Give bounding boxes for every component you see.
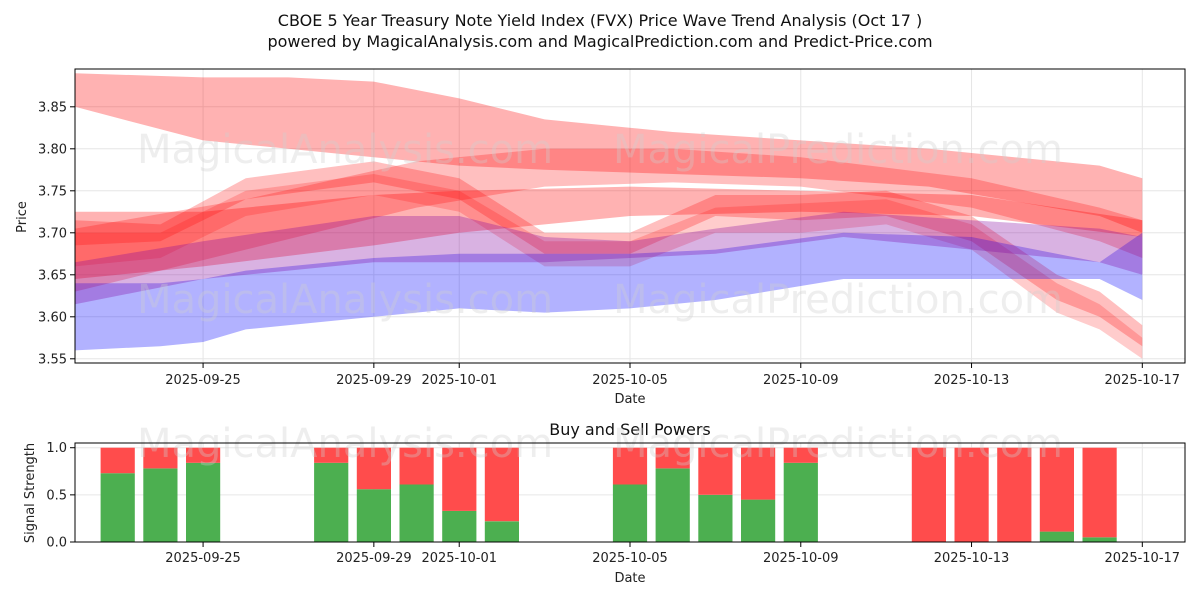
power-panel-title: Buy and Sell Powers [549, 420, 711, 439]
buy-bar [399, 484, 434, 542]
x-tick-label: 2025-09-29 [336, 551, 412, 566]
price-grid [75, 69, 1185, 363]
x-tick-label: 2025-10-13 [934, 551, 1010, 566]
buy-bar [698, 494, 733, 542]
watermark-text: MagicalPrediction.com [613, 421, 1063, 467]
price-y-axis: 3.55 3.60 3.65 3.70 3.75 3.80 3.85 [38, 100, 75, 367]
buy-bar [442, 510, 477, 542]
power-panel: Buy and Sell Powers MagicalAnalysis.com … [23, 420, 1186, 586]
y-tick-label: 0.0 [46, 536, 67, 551]
power-bars [100, 447, 1117, 542]
y-tick-label: 3.75 [38, 184, 67, 199]
watermark-text: MagicalAnalysis.com [137, 127, 553, 173]
y-tick-label: 3.80 [38, 142, 67, 157]
y-tick-label: 3.85 [38, 100, 67, 115]
watermark-text: MagicalPrediction.com [613, 277, 1063, 323]
power-x-axis: 2025-09-25 2025-09-29 2025-10-01 2025-10-05… [165, 542, 1180, 566]
buy-bar [484, 521, 519, 542]
price-y-axis-label: Price [15, 201, 30, 233]
y-tick-label: 0.5 [46, 488, 67, 503]
y-tick-label: 3.65 [38, 268, 67, 283]
chart-title-line1: CBOE 5 Year Treasury Note Yield Index (F… [278, 11, 922, 30]
sell-bar [143, 447, 178, 469]
band-flat-red-band [75, 186, 1143, 279]
sell-bar [911, 447, 946, 542]
sell-bar [356, 447, 391, 490]
buy-bar [356, 489, 391, 542]
x-tick-label: 2025-10-13 [934, 373, 1010, 388]
buy-bar [186, 462, 221, 542]
power-y-axis-label: Signal Strength [23, 443, 38, 543]
watermark-text: MagicalAnalysis.com [137, 421, 553, 467]
x-tick-label: 2025-10-09 [763, 551, 839, 566]
buy-bar [143, 468, 178, 542]
y-tick-label: 3.70 [38, 226, 67, 241]
band-wave-red-band-2 [75, 174, 1143, 359]
buy-bar [612, 484, 648, 542]
band-upper-red-band [75, 73, 1143, 233]
buy-bar [783, 462, 818, 542]
x-tick-label: 2025-09-25 [165, 373, 241, 388]
sell-bar [1082, 447, 1117, 538]
x-tick-label: 2025-10-17 [1105, 551, 1181, 566]
band-purple-band [75, 211, 1143, 305]
power-x-axis-label: Date [614, 571, 645, 586]
chart-title-line2: powered by MagicalAnalysis.com and Magic… [267, 32, 932, 51]
sell-bar [100, 447, 135, 474]
x-tick-label: 2025-09-29 [336, 373, 412, 388]
sell-bar [741, 447, 776, 500]
y-tick-label: 3.60 [38, 310, 67, 325]
y-tick-label: 1.0 [46, 441, 67, 456]
sell-bar [186, 447, 221, 463]
sell-bar [612, 447, 648, 485]
price-x-axis-label: Date [614, 392, 645, 407]
buy-bar [314, 462, 349, 542]
band-wave-red-band-1 [75, 161, 1143, 347]
watermark-text: MagicalPrediction.com [613, 127, 1063, 173]
price-x-axis: 2025-09-25 2025-09-29 2025-10-01 2025-10-05… [165, 363, 1180, 388]
sell-bar [954, 447, 989, 542]
power-watermarks: MagicalAnalysis.com MagicalPrediction.co… [137, 421, 1063, 467]
price-panel: MagicalAnalysis.com MagicalPrediction.co… [15, 68, 1186, 407]
band-mid-red-band [75, 148, 1143, 292]
sell-bar [655, 447, 690, 469]
sell-bar [484, 447, 519, 522]
sell-bar [783, 447, 818, 463]
buy-bar [1039, 531, 1074, 542]
price-bands [75, 73, 1143, 359]
watermark-text: MagicalAnalysis.com [137, 277, 553, 323]
x-tick-label: 2025-10-01 [421, 373, 497, 388]
x-tick-label: 2025-10-05 [592, 373, 668, 388]
x-tick-label: 2025-10-09 [763, 373, 839, 388]
power-y-axis: 0.0 0.5 1.0 [46, 441, 75, 551]
sell-bar [314, 447, 349, 463]
sell-bar [698, 447, 733, 495]
band-lower-blue-band [75, 232, 1143, 351]
buy-bar [655, 468, 690, 542]
sell-bar [442, 447, 477, 511]
y-tick-label: 3.55 [38, 352, 67, 367]
buy-bar [741, 499, 776, 542]
x-tick-label: 2025-10-17 [1105, 373, 1181, 388]
sell-bar [399, 447, 434, 485]
buy-bar [100, 473, 135, 542]
x-tick-label: 2025-09-25 [165, 551, 241, 566]
buy-bar [1082, 537, 1117, 542]
sell-bar [1039, 447, 1074, 532]
sell-bar [997, 447, 1032, 542]
x-tick-label: 2025-10-01 [421, 551, 497, 566]
price-watermarks: MagicalAnalysis.com MagicalPrediction.co… [137, 127, 1063, 323]
x-tick-label: 2025-10-05 [592, 551, 668, 566]
